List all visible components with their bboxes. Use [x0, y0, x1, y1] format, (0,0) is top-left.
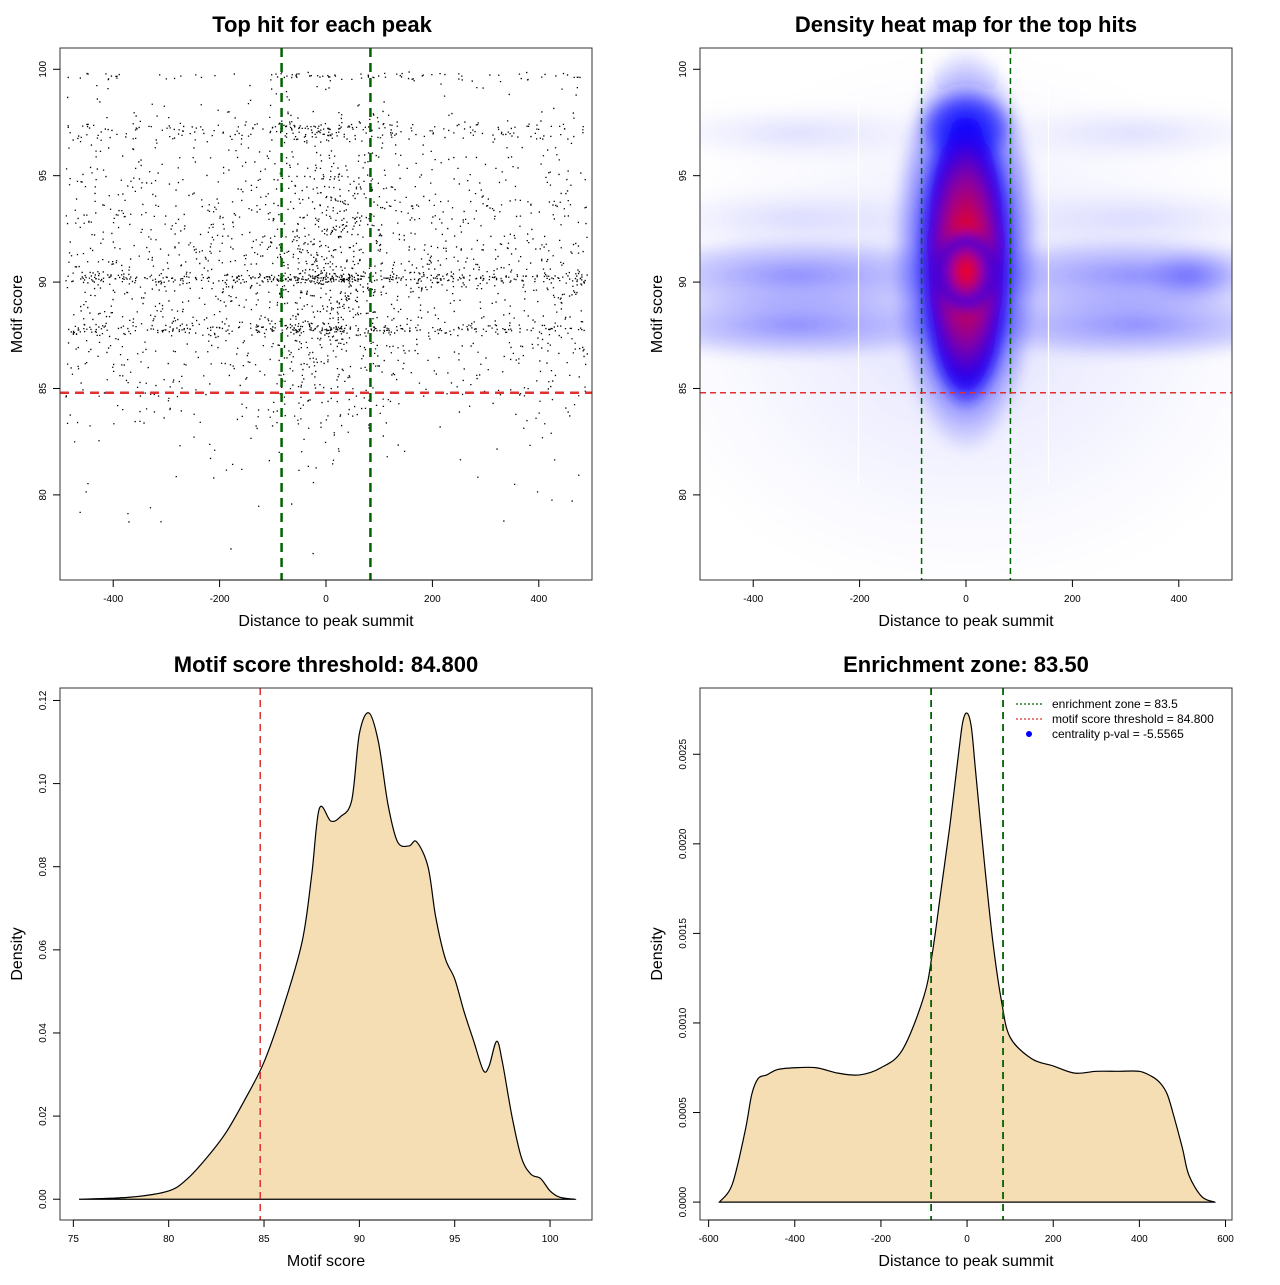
y-tick-label: 80: [678, 489, 689, 501]
x-tick-label: 80: [163, 1234, 175, 1245]
scatter-points: [65, 71, 588, 555]
x-tick-label: 200: [1064, 594, 1081, 605]
y-tick-label: 0.04: [38, 1023, 49, 1043]
y-axis-label: Density: [649, 927, 666, 980]
x-axis-label: Motif score: [287, 1253, 365, 1270]
x-tick-label: 95: [449, 1234, 461, 1245]
x-axis-label: Distance to peak summit: [878, 1253, 1054, 1270]
x-tick-label: -200: [871, 1234, 891, 1245]
x-tick-label: 400: [530, 594, 547, 605]
y-tick-label: 0.00: [38, 1189, 49, 1209]
x-axis: -600 -400 -200 0 200 400 600: [699, 1219, 1234, 1245]
x-tick-label: -400: [103, 594, 123, 605]
y-axis-label: Density: [9, 927, 26, 980]
y-tick-label: 0.06: [38, 940, 49, 960]
motif-score-density-panel: Motif score threshold: 84.800 75 80 85 90 95…: [9, 652, 593, 1270]
y-tick-label: 0.08: [38, 857, 49, 877]
chart-title: Motif score threshold: 84.800: [174, 652, 478, 677]
x-tick-label: -200: [210, 594, 230, 605]
legend-centrality-point: [1026, 731, 1032, 737]
y-axis-label: Motif score: [9, 275, 26, 353]
x-tick-label: -200: [850, 594, 870, 605]
x-axis-label: Distance to peak summit: [878, 613, 1054, 630]
legend-centrality-label: centrality p-val = -5.5565: [1052, 727, 1184, 741]
y-axis: 80 85 90 95 100: [38, 61, 60, 501]
x-tick-label: -400: [743, 594, 763, 605]
y-tick-label: 100: [38, 61, 49, 78]
y-tick-label: 0.0000: [678, 1186, 689, 1217]
x-tick-label: 600: [1217, 1234, 1234, 1245]
x-axis: -400 -200 0 200 400: [743, 579, 1188, 605]
x-axis: -400 -200 0 200 400: [103, 579, 548, 605]
heatmap-band: [976, 103, 1232, 164]
heatmap-band: [1139, 250, 1232, 301]
y-tick-label: 100: [678, 61, 689, 78]
heatmap-peak: [936, 229, 996, 314]
x-tick-label: -600: [699, 1234, 719, 1245]
x-tick-label: 75: [68, 1234, 80, 1245]
y-tick-label: 85: [38, 382, 49, 394]
y-tick-label: 95: [678, 170, 689, 182]
legend-threshold-label: motif score threshold = 84.800: [1052, 712, 1214, 726]
y-tick-label: 90: [678, 276, 689, 288]
x-axis-label: Distance to peak summit: [238, 613, 414, 630]
y-axis: 0.0000 0.0005 0.0010 0.0015 0.0020 0.0025: [678, 739, 700, 1217]
y-tick-label: 0.02: [38, 1106, 49, 1126]
density-area: [718, 712, 1216, 1203]
x-tick-label: 100: [542, 1234, 559, 1245]
distance-density-panel: Enrichment zone: 83.50 -600 -400 -200 0 200 4…: [649, 652, 1234, 1270]
x-tick-label: 400: [1170, 594, 1187, 605]
x-tick-label: 85: [258, 1234, 270, 1245]
density-area: [79, 712, 575, 1200]
x-tick-label: -400: [785, 1234, 805, 1245]
x-tick-label: 90: [354, 1234, 366, 1245]
y-tick-label: 80: [38, 489, 49, 501]
y-tick-label: 0.0010: [678, 1007, 689, 1038]
legend: enrichment zone = 83.5 motif score thres…: [1016, 697, 1214, 741]
x-tick-label: 200: [424, 594, 441, 605]
y-tick-label: 0.10: [38, 773, 49, 793]
y-axis: 0.00 0.02 0.04 0.06 0.08 0.10 0.12: [38, 690, 60, 1209]
y-tick-label: 0.12: [38, 690, 49, 710]
x-tick-label: 400: [1131, 1234, 1148, 1245]
y-tick-label: 85: [678, 382, 689, 394]
x-axis: 75 80 85 90 95 100: [68, 1219, 559, 1245]
chart-title: Top hit for each peak: [212, 12, 432, 37]
y-tick-label: 0.0015: [678, 918, 689, 949]
x-tick-label: 200: [1045, 1234, 1062, 1245]
y-tick-label: 90: [38, 276, 49, 288]
y-tick-label: 0.0025: [678, 739, 689, 770]
y-tick-label: 0.0005: [678, 1097, 689, 1128]
x-tick-label: 0: [323, 594, 329, 605]
y-tick-label: 95: [38, 170, 49, 182]
x-tick-label: 0: [963, 594, 969, 605]
heatmap-density: [700, 48, 1232, 580]
x-tick-label: 0: [964, 1234, 970, 1245]
y-axis-label: Motif score: [649, 275, 666, 353]
scatter-panel: Top hit for each peak -400 -200 0 200 400 80…: [9, 12, 593, 630]
scatter-points-path: [65, 71, 588, 555]
heatmap-band: [700, 103, 956, 164]
y-tick-label: 0.0020: [678, 828, 689, 859]
y-axis: 80 85 90 95 100: [678, 61, 700, 501]
chart-title: Density heat map for the top hits: [795, 12, 1137, 37]
heatmap-panel: Density heat map for the top hits -400 -2…: [649, 12, 1233, 630]
legend-zone-label: enrichment zone = 83.5: [1052, 697, 1178, 711]
chart-title: Enrichment zone: 83.50: [843, 652, 1089, 677]
